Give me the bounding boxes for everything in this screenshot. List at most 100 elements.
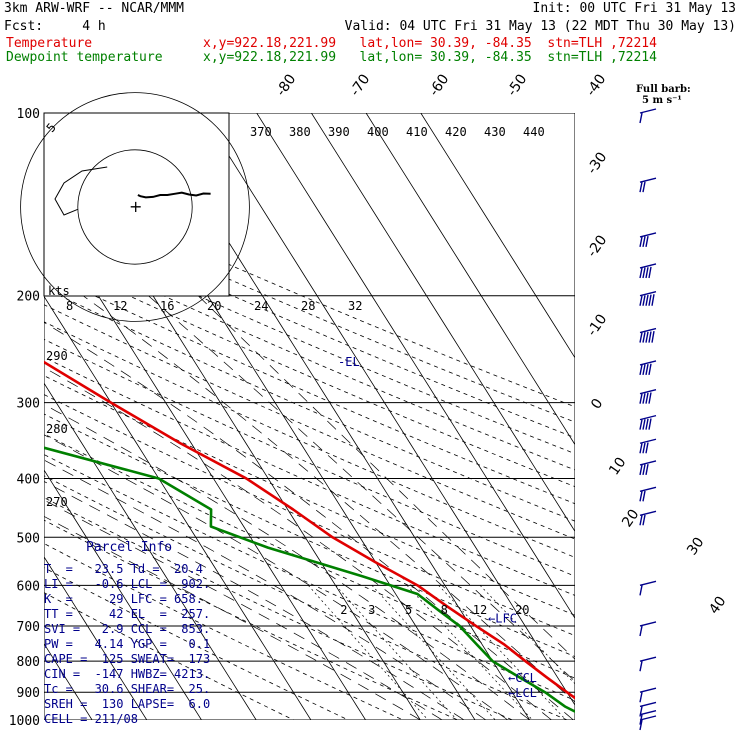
dry-adiabat: [44, 180, 575, 408]
parcel-info-title: Parcel Info: [86, 540, 173, 555]
wind-barb-staff: [639, 715, 657, 721]
wind-barb-flag: [639, 419, 643, 430]
isotherm-line: [365, 113, 575, 446]
pressure-label: 300: [17, 397, 40, 412]
wind-barb-flag: [648, 294, 652, 306]
wind-barb-flag: [645, 418, 649, 430]
hodograph-trace-start: [54, 166, 108, 216]
init-time: Init: 00 UTC Fri 31 May 13: [532, 1, 737, 16]
isotherm-line: [44, 642, 93, 720]
wind-barb-flag: [642, 364, 646, 376]
wind-barb: [639, 486, 657, 502]
theta-label: 410: [406, 125, 428, 139]
wind-barb: [639, 232, 657, 248]
wind-barb-flag: [639, 585, 643, 596]
theta-label: 370: [250, 125, 272, 139]
dry-adiabat: [44, 497, 513, 720]
isotherm-line: [256, 113, 575, 620]
wind-barb-flag: [639, 182, 643, 193]
wind-barb-staff: [639, 108, 657, 114]
dewpoint-profile: [44, 446, 575, 714]
wind-barb-staff: [639, 510, 657, 516]
wind-barb-flag: [639, 267, 643, 279]
dry-adiabat: [44, 224, 575, 455]
wind-barb-flag: [642, 490, 646, 502]
wind-barb: [639, 327, 657, 343]
hodograph-ring: [77, 149, 193, 265]
moist-adiabat: [44, 321, 574, 720]
parcel-info-row: Tc = 30.6 SHEAR= 25.: [44, 682, 211, 696]
level-annotation: -EL: [338, 355, 360, 369]
wind-barb-flag: [642, 393, 646, 404]
wind-barb-flag: [648, 418, 652, 430]
isotherm-label: -10: [584, 311, 610, 339]
parcel-info-row: CAPE = 125 SWEAT= 173: [44, 652, 211, 666]
dry-adiabat: [44, 433, 575, 679]
wind-barb-flag: [645, 267, 649, 279]
isotherm-label: 40: [706, 594, 729, 618]
isotherm-line: [311, 113, 575, 533]
wind-barb-staff: [639, 621, 657, 627]
wind-barb-staff: [639, 438, 657, 444]
wind-barb-staff: [639, 460, 657, 466]
wind-barb: [639, 360, 657, 376]
pressure-label: 600: [17, 579, 40, 594]
parcel-info-row: T = 23.5 Td = 20.4: [44, 562, 203, 576]
isotherm-line: [44, 295, 312, 720]
parcel-info-row: SVI = 2.9 CCL = 853.: [44, 622, 211, 636]
wind-barb-flag: [639, 364, 643, 376]
parcel-info-row: PW = 4.14 YGP = 0.1: [44, 637, 211, 651]
wind-barb-flag: [651, 330, 655, 343]
mixing-ratio-label: 5: [405, 603, 412, 617]
hodograph-ring: [20, 92, 250, 322]
dry-adiabat: [44, 195, 575, 423]
wind-barb-staff: [639, 291, 657, 297]
wind-barb-staff: [639, 232, 657, 238]
moist-adiabat: [44, 367, 552, 720]
mixing-ratio-label: 2: [340, 603, 347, 617]
hodograph-speed-label: 32: [348, 299, 362, 313]
hodograph-speed-label: 12: [113, 299, 127, 313]
parcel-info-row: SREH = 130 LAPSE= 6.0: [44, 697, 211, 711]
wind-barb-flag: [642, 514, 646, 526]
wind-barb-staff: [639, 177, 657, 183]
wind-barb-flag: [645, 464, 649, 476]
wind-barb: [639, 580, 657, 596]
mixing-ratio-label: 12: [473, 603, 487, 617]
barb-legend-title: Full barb:: [636, 84, 691, 95]
wind-barb-flag: [642, 419, 646, 430]
dry-adiabat: [44, 356, 575, 596]
temperature-legend: Temperature: [6, 36, 93, 51]
mixing-ratio-line: [308, 585, 429, 720]
theta-label: 430: [484, 125, 506, 139]
wind-barb: [639, 414, 657, 430]
theta-label: 380: [289, 125, 311, 139]
theta-side-label: 290: [46, 349, 68, 363]
mixing-ratio-line: [479, 585, 575, 685]
dry-adiabat: [44, 338, 575, 577]
hodograph-trace: [137, 191, 211, 199]
wind-barb-staff: [639, 414, 657, 421]
wind-barb-flag: [639, 393, 643, 404]
wind-barb-flag: [648, 266, 652, 279]
isotherm-label: 30: [684, 535, 707, 559]
level-annotation: ←CCL: [508, 671, 537, 685]
wind-barb-flag: [642, 181, 646, 193]
barb-legend-sub: 5 m s⁻¹: [642, 95, 682, 106]
hodograph-panel: [43, 112, 230, 297]
moist-adiabat: [44, 499, 443, 720]
wind-barb-flag: [645, 442, 649, 454]
level-annotation: ←LCL: [508, 686, 537, 700]
isotherm-label: 20: [619, 507, 642, 531]
isotherm-line: [420, 113, 575, 359]
isotherm-line: [44, 382, 257, 720]
wind-barb-flag: [648, 363, 652, 376]
dry-adiabat: [44, 475, 568, 720]
moist-adiabat: [44, 404, 530, 720]
wind-barb-flag: [639, 661, 643, 672]
isotherm-line: [44, 469, 202, 720]
isotherm-label: -70: [347, 71, 373, 99]
hodograph-speed-label: 8: [66, 299, 73, 313]
moist-adiabat: [82, 295, 575, 703]
